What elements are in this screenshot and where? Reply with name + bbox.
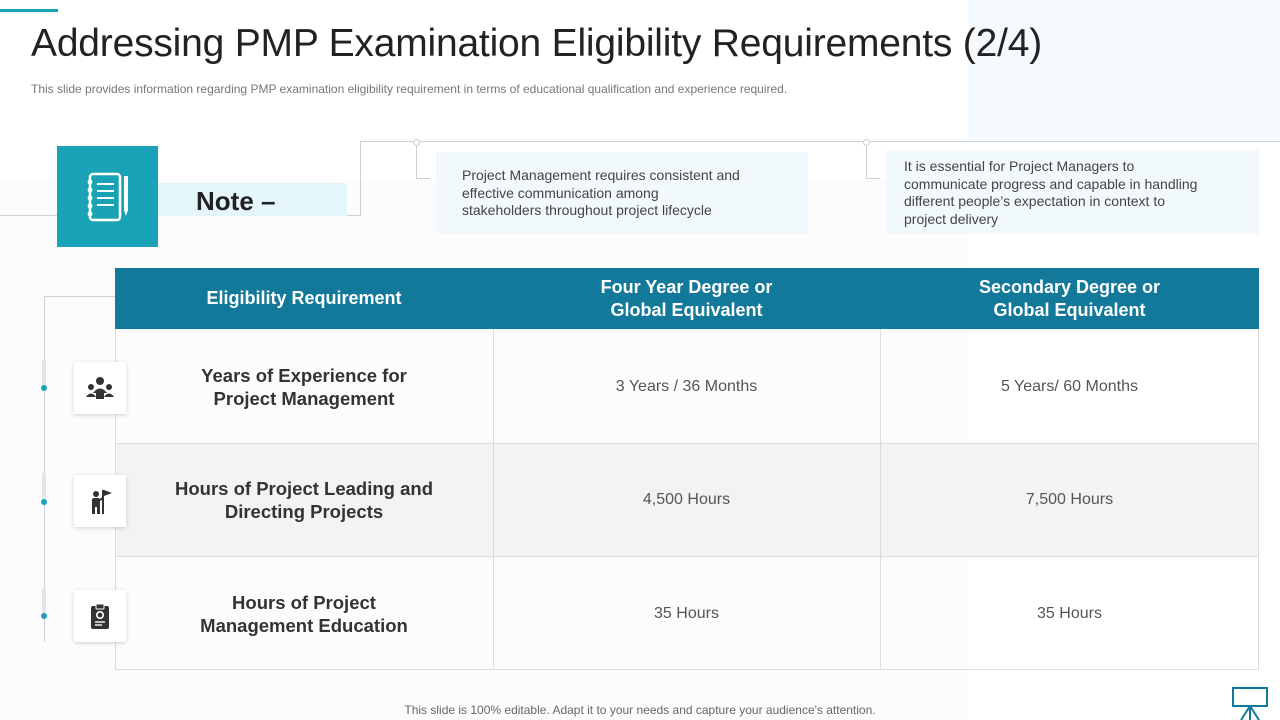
row-icon-box bbox=[74, 362, 126, 414]
table-grid-line bbox=[115, 443, 1259, 444]
requirement-text: Management Education bbox=[200, 614, 408, 636]
table-grid-line bbox=[115, 556, 1259, 557]
four-year-cell: 4,500 Hours bbox=[642, 490, 731, 508]
leader-flag-icon bbox=[92, 490, 112, 514]
requirement-cell: Hours of Project Management Education bbox=[115, 557, 493, 670]
background-panel-top bbox=[968, 0, 1280, 140]
requirement-text: Hours of Project Leading and bbox=[175, 477, 433, 499]
row-marker bbox=[42, 360, 46, 388]
header-text: Global Equivalent bbox=[993, 299, 1146, 320]
clipboard-gear-icon bbox=[91, 603, 109, 629]
connector-line bbox=[44, 296, 116, 297]
note-box-2-line: It is essential for Project Managers to bbox=[904, 158, 1135, 174]
header-secondary-degree: Secondary Degree or Global Equivalent bbox=[880, 268, 1259, 329]
table-grid-line bbox=[880, 329, 881, 670]
connector-line bbox=[44, 296, 45, 642]
note-box-1-line: stakeholders throughout project lifecycl… bbox=[462, 202, 712, 218]
notebook-icon bbox=[87, 172, 128, 221]
secondary-cell: 35 Hours bbox=[1037, 604, 1102, 622]
table-row: Years of Experience for Project Manageme… bbox=[115, 330, 1259, 443]
note-box-2-line: project delivery bbox=[904, 210, 999, 227]
row-icon-box bbox=[74, 475, 126, 527]
connector-dot bbox=[413, 139, 420, 146]
top-accent-bar bbox=[0, 9, 58, 12]
team-icon bbox=[86, 377, 114, 399]
table-grid-line bbox=[1258, 329, 1259, 670]
requirement-text: Project Management bbox=[213, 387, 395, 409]
note-box-1-line: effective communication among bbox=[462, 184, 659, 201]
header-text: Secondary Degree or bbox=[978, 276, 1161, 297]
connector-line bbox=[416, 143, 417, 179]
table-grid-line bbox=[493, 329, 494, 670]
header-four-year-degree: Four Year Degree or Global Equivalent bbox=[493, 268, 880, 329]
connector-dot bbox=[863, 139, 870, 146]
connector-line bbox=[416, 178, 430, 179]
header-text: Global Equivalent bbox=[610, 299, 763, 320]
connector-line bbox=[866, 178, 880, 179]
requirement-text: Years of Experience for bbox=[201, 364, 407, 386]
row-marker bbox=[42, 588, 46, 616]
row-marker bbox=[42, 473, 46, 501]
note-box-2-line: communicate progress and capable in hand… bbox=[904, 175, 1198, 192]
note-box-1: Project Management requires consistent a… bbox=[436, 152, 808, 234]
row-marker-dot bbox=[41, 385, 47, 391]
table-row: Hours of Project Leading and Directing P… bbox=[115, 443, 1259, 556]
requirement-cell: Years of Experience for Project Manageme… bbox=[115, 330, 493, 443]
secondary-cell: 7,500 Hours bbox=[1025, 490, 1114, 508]
note-box-1-line: Project Management requires consistent a… bbox=[462, 167, 740, 183]
note-label: Note – bbox=[196, 186, 276, 216]
header-text: Four Year Degree or bbox=[600, 276, 773, 297]
requirement-text: Directing Projects bbox=[224, 500, 384, 522]
requirement-cell: Hours of Project Leading and Directing P… bbox=[115, 443, 493, 556]
note-label-box: Note – bbox=[158, 183, 347, 216]
connector-line bbox=[866, 143, 867, 179]
presentation-board-icon bbox=[1232, 687, 1268, 720]
note-box-2: It is essential for Project Managers to … bbox=[886, 150, 1259, 234]
page-title: Addressing PMP Examination Eligibility R… bbox=[31, 22, 1042, 65]
requirement-text: Hours of Project bbox=[232, 591, 376, 613]
footer-text: This slide is 100% editable. Adapt it to… bbox=[404, 703, 876, 717]
table-row: Hours of Project Management Education 35… bbox=[115, 557, 1259, 670]
secondary-cell: 5 Years/ 60 Months bbox=[1001, 377, 1138, 395]
four-year-cell: 35 Hours bbox=[654, 604, 719, 622]
header-eligibility-requirement: Eligibility Requirement bbox=[115, 268, 493, 329]
page-subtitle: This slide provides information regardin… bbox=[31, 82, 788, 96]
four-year-cell: 3 Years / 36 Months bbox=[615, 377, 758, 395]
row-icon-box bbox=[74, 590, 126, 642]
note-box-2-line: different people’s expectation in contex… bbox=[904, 193, 1165, 209]
connector-line bbox=[360, 141, 361, 216]
connector-line bbox=[360, 141, 1280, 142]
row-marker-dot bbox=[41, 499, 47, 505]
header-text: Eligibility Requirement bbox=[206, 288, 402, 308]
row-marker-dot bbox=[41, 613, 47, 619]
note-icon-box bbox=[57, 146, 158, 247]
table-grid-line bbox=[115, 669, 1259, 670]
table-header: Eligibility Requirement Four Year Degree… bbox=[115, 268, 1259, 329]
